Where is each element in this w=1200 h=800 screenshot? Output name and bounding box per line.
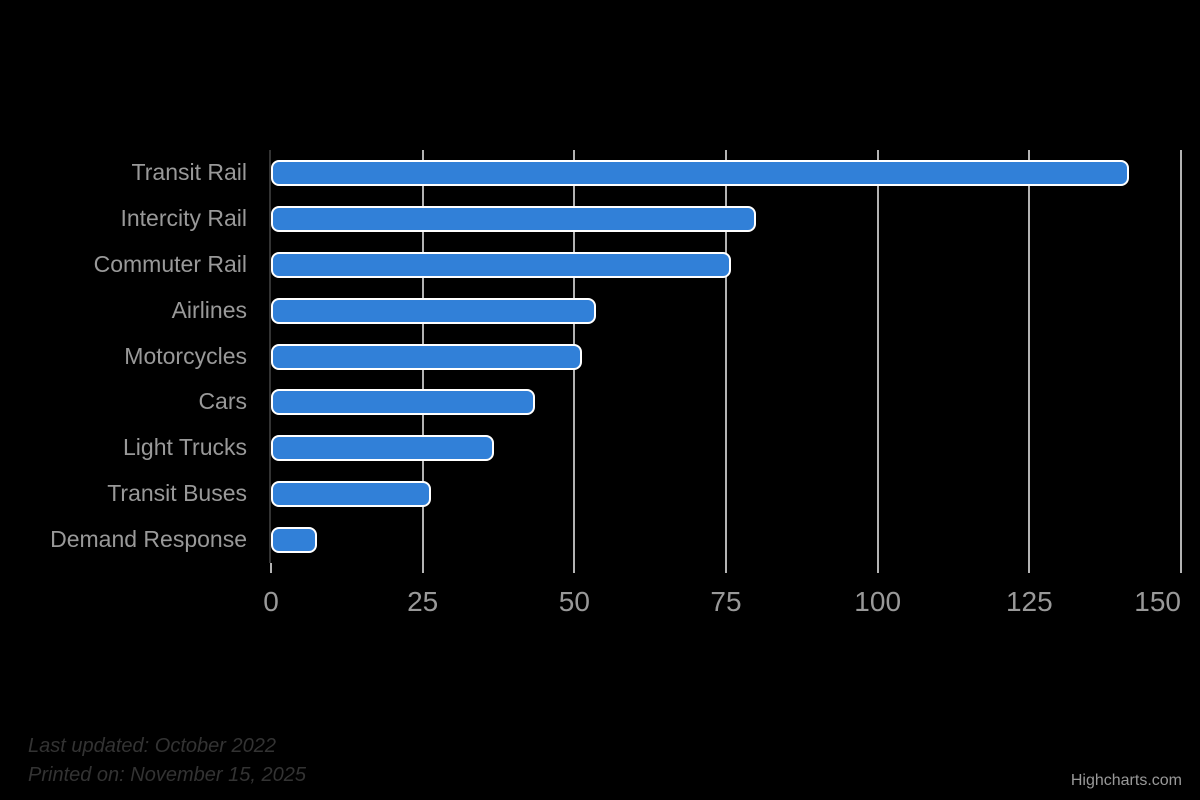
tick-mark-25 [421, 563, 424, 573]
tick-mark-50 [573, 563, 576, 573]
value-axis-label-75: 75 [710, 586, 742, 617]
category-label-demand-response: Demand Response [50, 526, 247, 553]
category-label-transit-rail: Transit Rail [131, 159, 247, 185]
bar-transit-rail[interactable] [271, 159, 1129, 186]
bar-light-trucks[interactable] [271, 435, 494, 462]
plot-area [270, 150, 1182, 573]
bar-airlines[interactable] [271, 297, 597, 324]
category-axis-labels: Transit Rail Intercity Rail Commuter Rail A… [0, 150, 247, 563]
printed-on-text: Printed on: November 15, 2025 [28, 764, 306, 786]
bar-cars[interactable] [271, 389, 535, 416]
value-axis-labels: 0 25 50 75 100 125 150 [263, 586, 1181, 620]
value-axis-label-50: 50 [558, 586, 590, 617]
gridline-100 [876, 150, 879, 563]
gridline-75 [725, 150, 727, 563]
value-axis-label-25: 25 [407, 586, 439, 617]
last-updated-text: Last updated: October 2022 [28, 735, 276, 757]
bar-intercity-rail[interactable] [271, 205, 756, 232]
chart-annotations: Last updated: October 2022 Printed on: N… [28, 732, 306, 790]
tick-mark-0 [270, 563, 272, 573]
bar-transit-buses[interactable] [271, 481, 431, 508]
value-axis-label-0: 0 [263, 586, 279, 617]
category-label-transit-buses: Transit Buses [107, 480, 247, 507]
category-label-airlines: Airlines [171, 296, 247, 323]
value-axis-label-100: 100 [854, 586, 902, 617]
bar-demand-response[interactable] [271, 527, 317, 554]
category-label-light-trucks: Light Trucks [123, 434, 247, 461]
value-axis-label-125: 125 [1005, 586, 1053, 617]
tick-mark-150 [1180, 563, 1182, 573]
bar-commuter-rail[interactable] [271, 251, 731, 278]
category-label-cars: Cars [198, 388, 247, 415]
tick-mark-75 [725, 563, 727, 573]
category-label-motorcycles: Motorcycles [124, 342, 247, 369]
gridline-125 [1028, 150, 1031, 563]
bar-motorcycles[interactable] [271, 343, 582, 370]
highcharts-credits-link[interactable]: Highcharts.com [1070, 772, 1182, 789]
value-axis-label-150: 150 [1134, 586, 1181, 617]
category-axis-line [269, 150, 271, 563]
gridline-150 [1180, 150, 1182, 563]
category-label-commuter-rail: Commuter Rail [93, 250, 247, 277]
tick-mark-125 [1028, 563, 1031, 573]
tick-mark-100 [876, 563, 879, 573]
category-label-intercity-rail: Intercity Rail [120, 204, 247, 231]
